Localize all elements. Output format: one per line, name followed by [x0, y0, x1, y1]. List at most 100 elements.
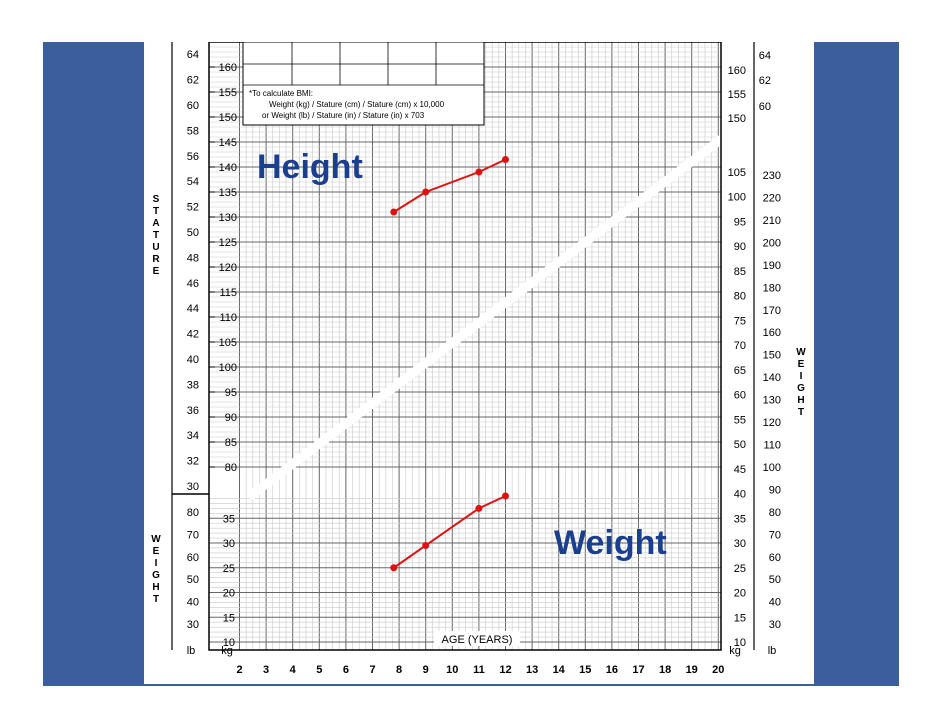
- right-weight-kg-tick-label: 20: [734, 588, 746, 600]
- right-weight-kg-tick-label: 75: [734, 315, 746, 327]
- stature-axis-letter: R: [152, 254, 160, 265]
- weight-lb-tick-label: 30: [187, 619, 199, 631]
- bmi-note-box: *To calculate BMI: Weight (kg) / Stature …: [242, 42, 485, 126]
- stature-in-tick-label: 58: [187, 125, 199, 137]
- weight-data-point: [502, 492, 509, 500]
- right-weight-lb-tick-label: 210: [763, 215, 781, 227]
- diagonal-band: [246, 133, 727, 501]
- stature-in-tick-label: 32: [187, 456, 199, 468]
- stature-cm-tick-label: 85: [225, 437, 237, 449]
- right-weight-lb-tick-label: 120: [763, 417, 781, 429]
- stature-cm-tick-label: 135: [219, 187, 237, 199]
- x-tick-label: 4: [290, 664, 297, 676]
- stature-in-tick-label: 44: [187, 303, 199, 315]
- height-data-point: [390, 208, 398, 216]
- right-stature-cm-tick-label: 160: [728, 65, 746, 77]
- weight-lb-tick-label: 40: [187, 597, 199, 609]
- stature-in-tick-label: 34: [187, 430, 199, 442]
- right-weight-lb-tick-label: 40: [769, 597, 781, 609]
- right-stature-in-tick-label: 62: [759, 75, 771, 87]
- chart-tick-labels: 8085909510010511011512012513013514014515…: [151, 49, 806, 676]
- left-weight-axis-letter: G: [152, 570, 160, 581]
- stature-cm-tick-label: 115: [219, 287, 237, 299]
- right-weight-kg-tick-label: 70: [734, 340, 746, 352]
- weight-kg-tick-label: 15: [223, 612, 235, 624]
- right-weight-kg-tick-label: 105: [728, 167, 746, 179]
- bottom-frame-line: [43, 684, 899, 686]
- weight-kg-tick-label: 20: [223, 588, 235, 600]
- right-weight-kg-tick-label: 55: [734, 414, 746, 426]
- stature-cm-tick-label: 140: [219, 162, 237, 174]
- weight-kg-tick-label: 10: [223, 637, 235, 649]
- right-weight-kg-tick-label: 15: [734, 612, 746, 624]
- right-weight-lb-tick-label: 110: [763, 440, 781, 452]
- x-axis-title: AGE (YEARS): [442, 634, 513, 646]
- stature-axis-letter: S: [153, 194, 160, 205]
- x-tick-label: 7: [369, 664, 375, 676]
- right-stature-in-tick-label: 64: [759, 50, 771, 62]
- weight-kg-tick-label: 25: [223, 563, 235, 575]
- stature-cm-tick-label: 95: [225, 387, 237, 399]
- stature-in-tick-label: 62: [187, 75, 199, 87]
- unit-lb-left: lb: [187, 645, 196, 657]
- stature-in-tick-label: 30: [187, 481, 199, 493]
- x-tick-label: 14: [553, 664, 566, 676]
- weight-lb-tick-label: 80: [187, 507, 199, 519]
- right-frame-panel: [814, 42, 899, 686]
- bmi-note-line-1: *To calculate BMI:: [249, 89, 313, 98]
- x-tick-label: 17: [632, 664, 644, 676]
- stature-axis-letter: A: [152, 218, 159, 229]
- height-label: Height: [257, 148, 363, 186]
- right-weight-kg-tick-label: 45: [734, 464, 746, 476]
- weight-lb-tick-label: 60: [187, 552, 199, 564]
- left-weight-axis-letter: I: [155, 558, 158, 569]
- stature-axis-letter: E: [153, 266, 160, 277]
- weight-lb-tick-label: 50: [187, 574, 199, 586]
- x-tick-label: 2: [236, 664, 242, 676]
- weight-series-line: [393, 495, 506, 569]
- right-stature-cm-tick-label: 155: [728, 89, 746, 101]
- left-weight-axis-letter: T: [153, 594, 159, 605]
- x-tick-label: 6: [343, 664, 349, 676]
- right-weight-lb-tick-label: 190: [763, 260, 781, 272]
- weight-data-point: [390, 564, 398, 572]
- right-weight-axis-letter: I: [800, 371, 803, 382]
- stature-in-tick-label: 40: [187, 354, 199, 366]
- right-weight-lb-tick-label: 30: [769, 619, 781, 631]
- chart-series: [390, 156, 509, 572]
- right-weight-lb-tick-label: 80: [769, 507, 781, 519]
- right-weight-lb-tick-label: 50: [769, 574, 781, 586]
- right-weight-kg-tick-label: 100: [728, 192, 746, 204]
- bmi-note-line-3: or Weight (lb) / Stature (in) / Stature …: [262, 111, 425, 120]
- x-tick-label: 9: [423, 664, 429, 676]
- xlabel-background: [434, 631, 520, 646]
- height-data-point: [475, 168, 483, 176]
- x-tick-label: 13: [526, 664, 538, 676]
- x-tick-label: 8: [396, 664, 402, 676]
- stature-in-tick-label: 60: [187, 100, 199, 112]
- left-weight-axis-letter: W: [151, 534, 161, 545]
- stature-cm-tick-label: 145: [219, 137, 237, 149]
- right-weight-kg-tick-label: 90: [734, 241, 746, 253]
- right-weight-lb-tick-label: 180: [763, 282, 781, 294]
- right-weight-lb-tick-label: 220: [763, 193, 781, 205]
- left-weight-axis-letter: E: [153, 546, 160, 557]
- height-data-point: [422, 188, 430, 196]
- stature-cm-tick-label: 120: [219, 262, 237, 274]
- right-weight-kg-tick-label: 30: [734, 538, 746, 550]
- bmi-note-line-2: Weight (kg) / Stature (cm) / Stature (cm…: [269, 100, 445, 109]
- stature-cm-tick-label: 160: [219, 62, 237, 74]
- right-weight-lb-tick-label: 130: [763, 395, 781, 407]
- right-weight-lb-tick-label: 150: [763, 350, 781, 362]
- right-stature-cm-tick-label: 150: [728, 113, 746, 125]
- height-data-point: [502, 156, 509, 163]
- stature-cm-tick-label: 130: [219, 212, 237, 224]
- right-weight-lb-tick-label: 200: [763, 237, 781, 249]
- x-tick-label: 15: [579, 664, 591, 676]
- x-tick-label: 5: [316, 664, 322, 676]
- stature-in-tick-label: 38: [187, 379, 199, 391]
- stature-cm-tick-label: 90: [225, 412, 237, 424]
- weight-data-point: [475, 504, 483, 512]
- weight-kg-tick-label: 35: [223, 513, 235, 525]
- stature-cm-tick-label: 155: [219, 87, 237, 99]
